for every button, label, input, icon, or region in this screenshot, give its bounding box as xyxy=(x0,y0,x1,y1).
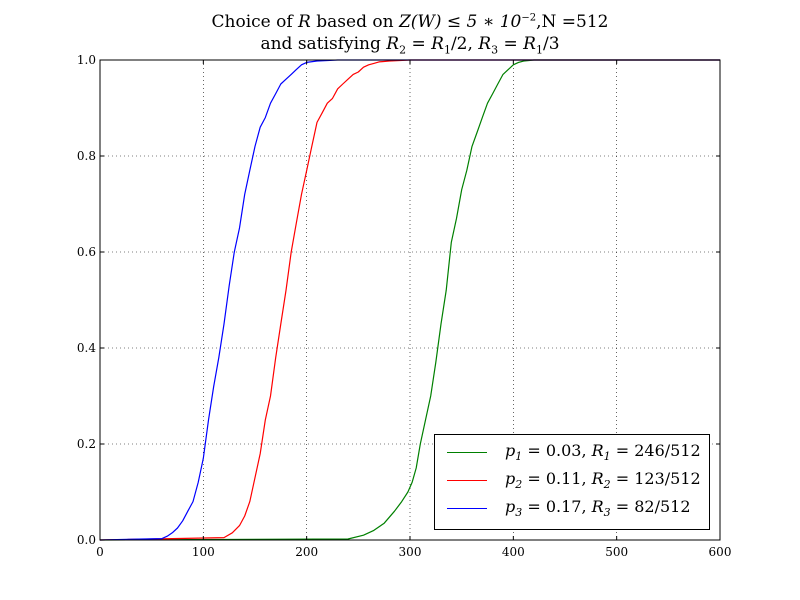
title-text: ,N =512 xyxy=(536,12,609,32)
chart-title-line-1: Choice of R based on Z(W) ≤ 5 ∗ 10−2,N =… xyxy=(100,12,720,32)
title-var: R xyxy=(523,34,536,54)
series-line-p1 xyxy=(99,59,720,541)
title-exponent: −2 xyxy=(521,12,537,24)
x-tick-label: 500 xyxy=(605,545,628,559)
x-tick-label: 400 xyxy=(502,545,525,559)
title-subscript: 2 xyxy=(399,43,407,57)
title-text: = xyxy=(406,34,432,54)
title-text: = xyxy=(498,34,524,54)
x-tick-label: 300 xyxy=(399,545,422,559)
legend-label: p2 = 0.11, R2 = 123/512 xyxy=(505,469,701,492)
x-tick-label: 200 xyxy=(295,545,318,559)
title-text: /2, xyxy=(450,34,479,54)
legend-entry-p3: p3 = 0.17, R3 = 82/512 xyxy=(443,497,705,521)
legend-swatch xyxy=(447,452,487,453)
x-tick-label: 600 xyxy=(709,545,732,559)
y-tick-label: 0.4 xyxy=(77,341,96,355)
title-subscript: 1 xyxy=(443,43,451,57)
title-subscript: 3 xyxy=(491,43,499,57)
legend-label: p1 = 0.03, R1 = 246/512 xyxy=(505,441,701,464)
title-var: R xyxy=(298,12,311,32)
legend-swatch xyxy=(447,480,487,481)
title-subscript: 1 xyxy=(535,43,543,57)
y-tick-label: 0.8 xyxy=(77,149,96,163)
legend-entry-p1: p1 = 0.03, R1 = 246/512 xyxy=(443,441,705,465)
legend-label: p3 = 0.17, R3 = 82/512 xyxy=(505,497,691,520)
legend-swatch xyxy=(447,508,487,509)
legend: p1 = 0.03, R1 = 246/512 p2 = 0.11, R2 = … xyxy=(434,434,710,530)
title-text: Choice of xyxy=(211,12,299,32)
title-var: R xyxy=(431,34,444,54)
x-tick-label: 100 xyxy=(192,545,215,559)
chart-title-line-2: and satisfying R2 = R1/2, R3 = R1/3 xyxy=(100,34,720,56)
series-line-p3 xyxy=(99,59,720,541)
x-tick-label: 0 xyxy=(96,545,104,559)
title-text: and satisfying xyxy=(260,34,387,54)
y-tick-label: 0.2 xyxy=(77,437,96,451)
title-text: /3 xyxy=(542,34,560,54)
y-tick-label: 0.0 xyxy=(77,533,96,547)
title-var: R xyxy=(386,34,400,54)
y-tick-label: 1.0 xyxy=(77,53,96,67)
series-line-p2 xyxy=(99,59,720,541)
y-tick-label: 0.6 xyxy=(77,245,96,259)
title-var: R xyxy=(478,34,492,54)
title-text: based on xyxy=(310,12,399,32)
title-expr: Z(W) ≤ 5 ∗ 10 xyxy=(398,12,522,32)
legend-entry-p2: p2 = 0.11, R2 = 123/512 xyxy=(443,469,705,493)
